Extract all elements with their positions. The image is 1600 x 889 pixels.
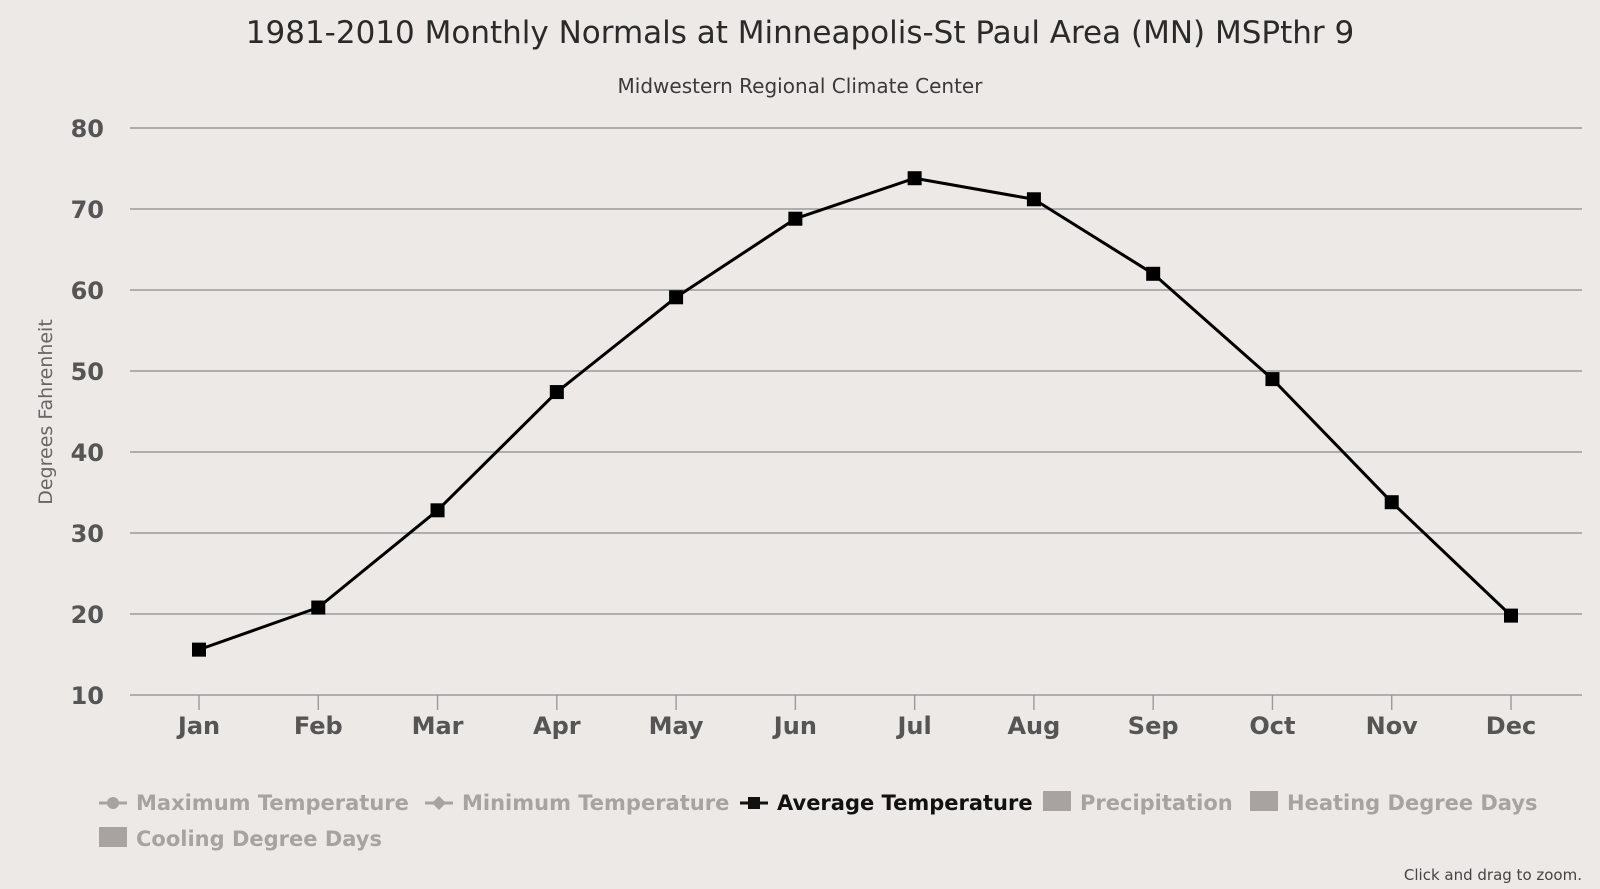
y-tick-label: 60 xyxy=(71,277,104,305)
data-point-jun[interactable] xyxy=(788,211,803,226)
legend-item-average-temperature[interactable]: Average Temperature xyxy=(740,791,1033,815)
y-tick-label: 40 xyxy=(71,439,104,467)
data-point-aug[interactable] xyxy=(1026,192,1041,207)
zoom-hint: Click and drag to zoom. xyxy=(1404,866,1582,884)
data-point-jul[interactable] xyxy=(907,171,922,186)
x-tick-label: Mar xyxy=(412,712,464,740)
legend-diamond-icon xyxy=(432,796,446,810)
x-tick-label: Jun xyxy=(772,712,817,740)
data-point-mar[interactable] xyxy=(430,503,445,518)
legend-item-cooling-degree-days[interactable]: Cooling Degree Days xyxy=(99,827,382,851)
legend-label: Minimum Temperature xyxy=(462,791,729,815)
legend-box-icon xyxy=(1043,791,1071,811)
x-tick-label: Aug xyxy=(1007,712,1060,740)
data-point-jan[interactable] xyxy=(192,642,206,657)
legend-item-heating-degree-days[interactable]: Heating Degree Days xyxy=(1250,791,1538,815)
legend-circle-icon xyxy=(107,797,119,809)
series-line[interactable] xyxy=(198,176,1513,652)
x-tick-label: Feb xyxy=(294,712,343,740)
legend-label: Maximum Temperature xyxy=(136,791,409,815)
data-point-oct[interactable] xyxy=(1265,372,1280,387)
y-tick-label: 80 xyxy=(71,115,104,143)
data-point-apr[interactable] xyxy=(549,385,564,400)
data-point-sep[interactable] xyxy=(1146,266,1161,281)
chart-title: 1981-2010 Monthly Normals at Minneapolis… xyxy=(246,15,1354,51)
chart-subtitle: Midwestern Regional Climate Center xyxy=(618,74,984,98)
x-tick-label: Jul xyxy=(896,712,932,740)
x-tick-label: Apr xyxy=(533,712,581,740)
x-tick-label: Dec xyxy=(1486,712,1536,740)
data-point-may[interactable] xyxy=(669,290,684,305)
x-tick-label: Jan xyxy=(176,712,220,740)
legend-item-minimum-temperature[interactable]: Minimum Temperature xyxy=(425,791,729,815)
legend-box-icon xyxy=(1250,791,1278,811)
data-point-nov[interactable] xyxy=(1384,495,1399,510)
data-point-feb[interactable] xyxy=(311,600,326,615)
x-tick-label: Oct xyxy=(1249,712,1295,740)
legend-item-maximum-temperature[interactable]: Maximum Temperature xyxy=(99,791,409,815)
series-average-temperature[interactable] xyxy=(192,171,1518,657)
legend-box-icon xyxy=(99,827,127,847)
x-tick-label: May xyxy=(649,712,704,740)
y-tick-label: 20 xyxy=(71,601,104,629)
legend-label: Precipitation xyxy=(1080,791,1233,815)
y-axis-label: Degrees Fahrenheit xyxy=(35,319,57,505)
y-tick-label: 30 xyxy=(71,520,104,548)
legend-item-precipitation[interactable]: Precipitation xyxy=(1043,791,1233,815)
y-tick-label: 10 xyxy=(71,682,104,710)
legend-square-icon xyxy=(748,797,760,809)
legend-label: Cooling Degree Days xyxy=(136,827,382,851)
y-tick-label: 70 xyxy=(71,196,104,224)
x-tick-label: Nov xyxy=(1366,712,1419,740)
x-axis-ticks: Jan Feb Mar Apr May Jun Jul Aug Sep Oct Nov Dec xyxy=(176,695,1536,740)
data-point-dec[interactable] xyxy=(1504,608,1518,623)
legend[interactable]: Maximum Temperature Minimum Temperature Av… xyxy=(99,791,1538,851)
x-tick-label: Sep xyxy=(1128,712,1179,740)
legend-label: Heating Degree Days xyxy=(1287,791,1538,815)
y-tick-label: 50 xyxy=(71,358,104,386)
grid-lines xyxy=(130,127,1582,696)
y-axis-ticks: 10 20 30 40 50 60 70 80 xyxy=(71,115,104,710)
legend-label: Average Temperature xyxy=(777,791,1033,815)
